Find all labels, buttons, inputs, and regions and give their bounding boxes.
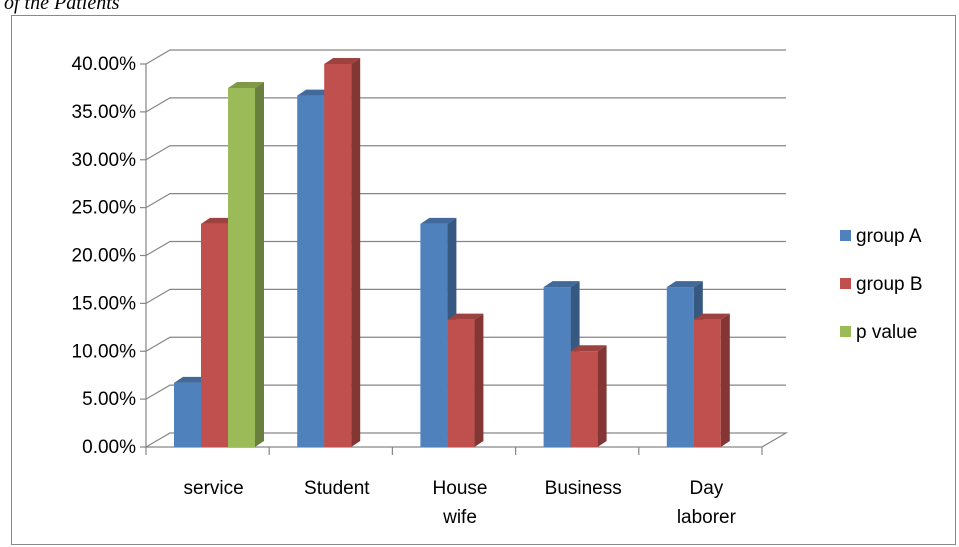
bar-top <box>543 281 580 288</box>
gridline <box>145 288 786 304</box>
gridline <box>145 240 786 257</box>
legend-swatch <box>840 326 851 337</box>
gridline <box>145 336 786 352</box>
bar-chart: 0.00% 5.00% 10.00% 15.00% 20.00% 25.00% 30.00%… <box>72 49 923 528</box>
x-axis: service Student House wife Business Day labore… <box>145 447 763 528</box>
x-tick-label: laborer <box>677 507 737 528</box>
y-tick-label: 15.00% <box>72 293 137 314</box>
bar-side <box>255 81 264 447</box>
bar-side <box>474 313 484 447</box>
gridlines <box>140 49 786 448</box>
x-tick-label: House <box>433 478 488 499</box>
bar-side <box>597 345 607 447</box>
legend-label: group A <box>856 226 922 247</box>
bar <box>297 95 325 447</box>
bar <box>174 382 201 447</box>
bar <box>570 351 598 447</box>
bar <box>543 287 571 447</box>
x-tick-label: Business <box>545 478 622 499</box>
y-tick-label: 5.00% <box>82 389 136 410</box>
bar-side <box>720 313 730 447</box>
y-tick-label: 0.00% <box>82 437 136 458</box>
legend-label: group B <box>856 274 923 295</box>
y-tick-label: 10.00% <box>72 341 137 362</box>
bar <box>447 319 475 447</box>
x-tick-label: Day <box>690 478 724 499</box>
bar-top <box>693 313 730 320</box>
gridline <box>145 145 786 161</box>
bar <box>201 223 228 447</box>
legend-swatch <box>840 278 851 289</box>
chart-frame: 0.00% 5.00% 10.00% 15.00% 20.00% 25.00% 30.00%… <box>11 15 956 545</box>
y-tick-label: 40.00% <box>72 54 137 75</box>
gridline <box>145 97 786 113</box>
y-tick-label: 30.00% <box>72 150 137 171</box>
bar-top <box>447 313 484 320</box>
legend: group A group B p value <box>840 226 923 343</box>
y-tick-label: 25.00% <box>72 198 137 219</box>
bar-top <box>420 217 457 224</box>
y-tick-label: 35.00% <box>72 102 137 123</box>
bar-top <box>228 81 264 88</box>
x-tick-label: wife <box>442 507 477 528</box>
bar-top <box>666 281 703 288</box>
bar <box>420 223 448 447</box>
bar <box>666 287 694 447</box>
x-tick-label: service <box>184 478 244 499</box>
y-axis-tick-labels: 0.00% 5.00% 10.00% 15.00% 20.00% 25.00% 30.00%… <box>72 54 137 458</box>
legend-label: p value <box>856 322 917 343</box>
y-tick-label: 20.00% <box>72 246 137 267</box>
bar <box>693 319 721 447</box>
bar-top <box>570 345 607 352</box>
caption-fragment: of the Patients <box>4 0 120 14</box>
bar-top <box>324 58 361 64</box>
legend-swatch <box>840 230 851 241</box>
bars <box>174 58 730 447</box>
gridline <box>145 49 786 65</box>
bar <box>228 87 255 447</box>
bar-side <box>351 58 361 447</box>
gridline <box>145 193 786 209</box>
x-tick-label: Student <box>304 478 370 499</box>
bar <box>324 64 352 447</box>
